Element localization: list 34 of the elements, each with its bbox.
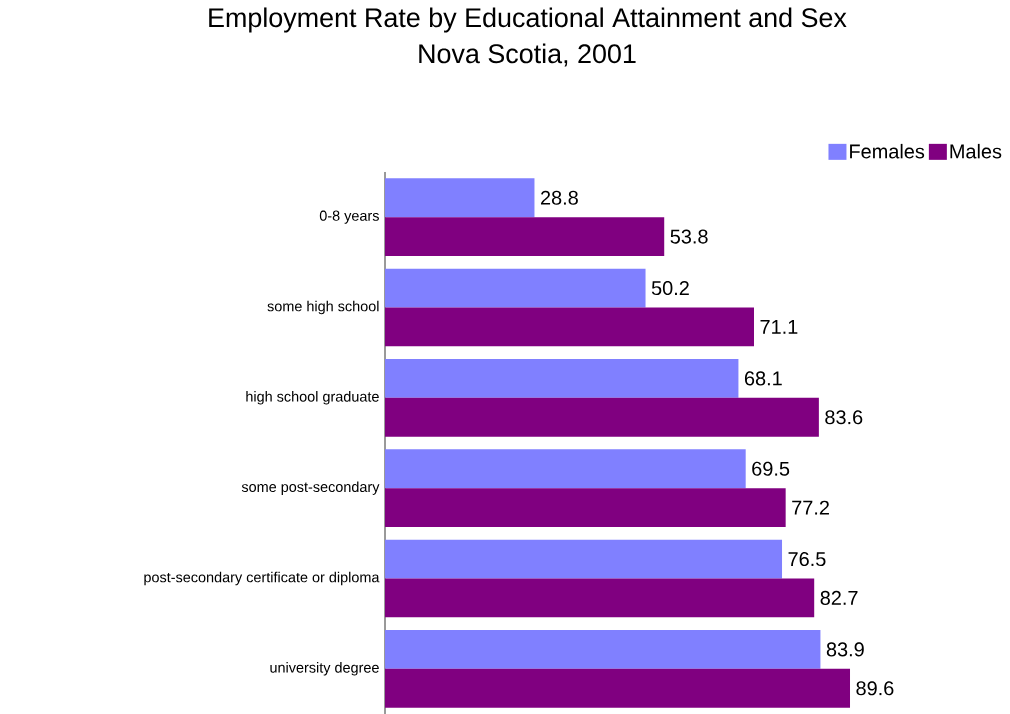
bar	[385, 178, 535, 217]
data-label: 68.1	[744, 371, 782, 386]
y-tick-label: some post-secondary	[241, 481, 380, 495]
legend-label: Males	[950, 143, 1002, 159]
data-label: 71.1	[760, 319, 798, 334]
bar	[385, 668, 851, 708]
data-label: 53.8	[670, 229, 708, 244]
data-label: 50.2	[651, 280, 689, 295]
data-label: 83.6	[825, 410, 863, 425]
y-tick-label: university degree	[270, 661, 379, 676]
bar	[385, 397, 819, 437]
data-label: 83.9	[826, 642, 864, 657]
chart-title: Employment Rate by Educational Attainment and Sex	[209, 7, 847, 33]
y-tick-label: 0-8 years	[319, 210, 379, 224]
bar	[385, 487, 786, 527]
data-label: 28.8	[540, 190, 578, 205]
data-label: 82.7	[820, 590, 858, 605]
bar	[385, 358, 739, 398]
data-label: 77.2	[792, 500, 829, 515]
legend-label: Females	[850, 143, 925, 159]
data-label: 69.5	[752, 461, 790, 476]
bar	[385, 307, 754, 347]
data-label: 89.6	[856, 681, 894, 696]
y-tick-label: some high school	[267, 300, 379, 315]
bar	[385, 268, 646, 308]
bar	[385, 449, 746, 488]
y-tick-label: post-secondary certificate or diploma	[144, 571, 380, 586]
data-label: 76.5	[788, 551, 826, 566]
bar	[385, 539, 783, 579]
bar	[385, 578, 815, 618]
y-tick-label: high school graduate	[246, 390, 379, 405]
bar	[385, 629, 821, 669]
chart-subtitle: Nova Scotia, 2001	[419, 43, 636, 67]
bar	[385, 216, 665, 256]
